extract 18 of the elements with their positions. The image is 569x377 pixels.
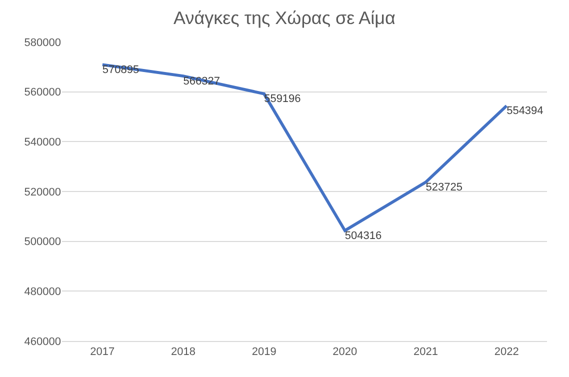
x-tick-label: 2022 <box>494 346 519 358</box>
x-tick-label: 2017 <box>90 346 115 358</box>
y-tick-label: 460000 <box>24 336 61 348</box>
x-tick-label: 2021 <box>414 346 438 358</box>
line-series <box>100 63 508 232</box>
y-tick-label: 480000 <box>24 286 61 298</box>
data-label: 504316 <box>344 230 382 242</box>
x-tick-label: 2019 <box>252 346 276 358</box>
y-tick-label: 520000 <box>24 186 61 198</box>
y-tick-label: 540000 <box>24 136 61 149</box>
y-tick-label: 500000 <box>24 236 61 248</box>
data-label: 554394 <box>506 105 544 118</box>
y-tick-label: 560000 <box>24 86 61 99</box>
x-tick-label: 2018 <box>171 346 196 358</box>
y-tick-label: 580000 <box>24 36 61 49</box>
x-tick-label: 2020 <box>332 346 358 358</box>
chart-title: Ανάγκες της Χώρας σε Αίμα <box>174 8 396 28</box>
data-label: 523725 <box>426 181 462 194</box>
